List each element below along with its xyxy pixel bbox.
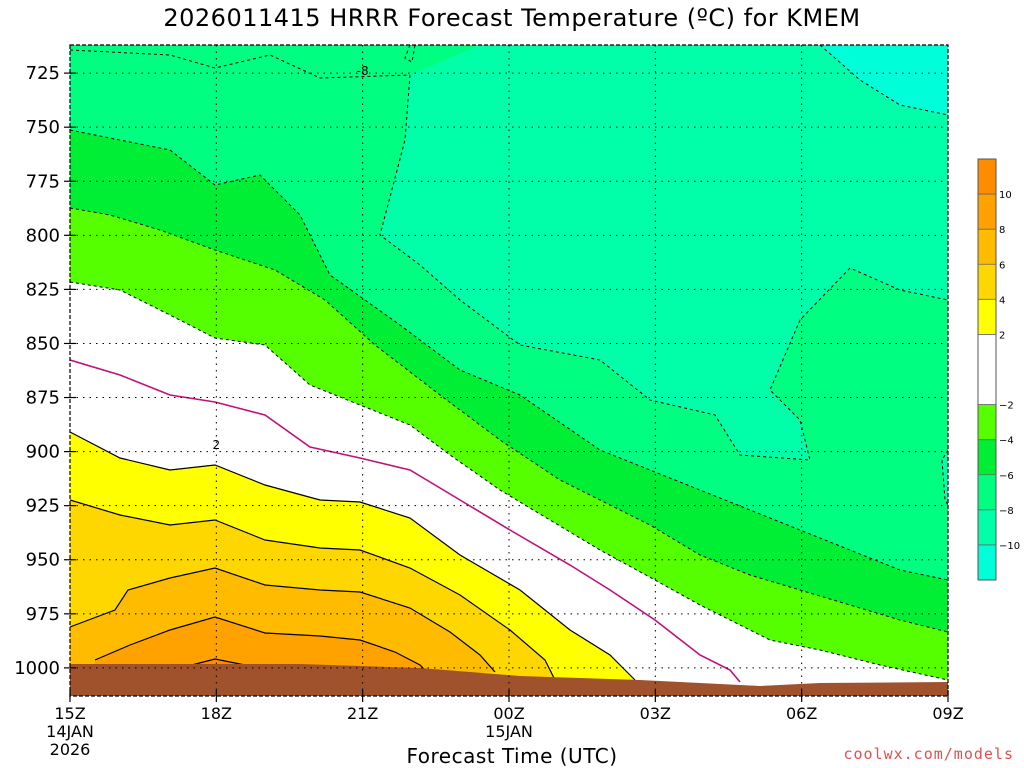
colorbar-swatch xyxy=(978,509,996,545)
y-tick-label: 825 xyxy=(26,279,60,300)
credit-link[interactable]: coolwx.com/models xyxy=(843,745,1014,763)
colorbar: 10 8 6 4 2 −2 −4 −6 −8 −10 xyxy=(977,158,1020,581)
colorbar-swatch xyxy=(978,229,996,265)
contour-label: 2 xyxy=(213,438,221,452)
zero-degree-contour xyxy=(70,359,741,683)
x-tick-label: 15Z xyxy=(54,704,85,723)
colorbar-swatch xyxy=(978,194,996,230)
x-tick-date: 15JAN xyxy=(485,722,533,741)
colorbar-label: −2 xyxy=(999,401,1014,412)
colorbar-label: 4 xyxy=(999,295,1005,306)
x-tick-label: 09Z xyxy=(932,704,963,723)
chart-title: 2026011415 HRRR Forecast Temperature (ºC… xyxy=(163,4,861,32)
contour-label: -8 xyxy=(357,64,369,78)
y-tick-label: 800 xyxy=(26,225,60,246)
y-tick-label: 725 xyxy=(26,63,60,84)
grid-lines xyxy=(70,45,948,696)
x-tick-label: 00Z xyxy=(493,704,524,723)
colorbar-label: −4 xyxy=(999,436,1014,447)
y-tick-label: 975 xyxy=(26,604,60,625)
colorbar-label: 8 xyxy=(999,225,1005,236)
contour-labels: -8 2 xyxy=(213,64,369,452)
band-minus-6-to-minus-4 xyxy=(70,130,948,632)
colorbar-swatch xyxy=(978,474,996,510)
x-tick-year: 2026 xyxy=(50,740,91,759)
colorbar-swatch xyxy=(978,264,996,300)
y-tick-label: 925 xyxy=(26,496,60,517)
y-tick-label: 750 xyxy=(26,117,60,138)
colorbar-label: 2 xyxy=(999,330,1005,341)
colorbar-swatch xyxy=(978,439,996,475)
colorbar-swatch xyxy=(978,544,996,580)
x-tick-label: 18Z xyxy=(201,704,232,723)
y-tick-label: 850 xyxy=(26,333,60,354)
band-minus-8-to-minus-6 xyxy=(70,45,948,580)
colorbar-swatch xyxy=(978,404,996,440)
ground-surface xyxy=(70,664,948,696)
colorbar-label: −10 xyxy=(999,541,1020,552)
x-axis-label: Forecast Time (UTC) xyxy=(406,744,618,768)
negative-contours xyxy=(70,45,948,681)
colorbar-label: −8 xyxy=(999,506,1014,517)
colorbar-label: 6 xyxy=(999,260,1005,271)
colorbar-label: −6 xyxy=(999,471,1014,482)
x-tick-label: 03Z xyxy=(640,704,671,723)
y-tick-label: 1000 xyxy=(14,658,60,679)
y-tick-label: 950 xyxy=(26,550,60,571)
y-tick-label: 875 xyxy=(26,388,60,409)
x-tick-label: 06Z xyxy=(786,704,817,723)
band-minus-10-to-minus-8 xyxy=(70,45,948,505)
y-axis: 725 750 775 800 825 850 875 900 925 950 975 1000 xyxy=(14,63,76,679)
x-tick-date: 14JAN xyxy=(46,722,94,741)
colorbar-swatch xyxy=(978,159,996,195)
x-tick-label: 21Z xyxy=(347,704,378,723)
positive-contours xyxy=(70,431,636,681)
colorbar-swatch xyxy=(978,299,996,335)
colorbar-label: 10 xyxy=(999,190,1012,201)
colorbar-swatch xyxy=(978,334,996,405)
colorbar-frame xyxy=(977,158,997,581)
y-tick-label: 900 xyxy=(26,442,60,463)
temperature-field xyxy=(70,45,948,696)
y-tick-label: 775 xyxy=(26,171,60,192)
band-minus-4-to-minus-2 xyxy=(70,208,948,680)
